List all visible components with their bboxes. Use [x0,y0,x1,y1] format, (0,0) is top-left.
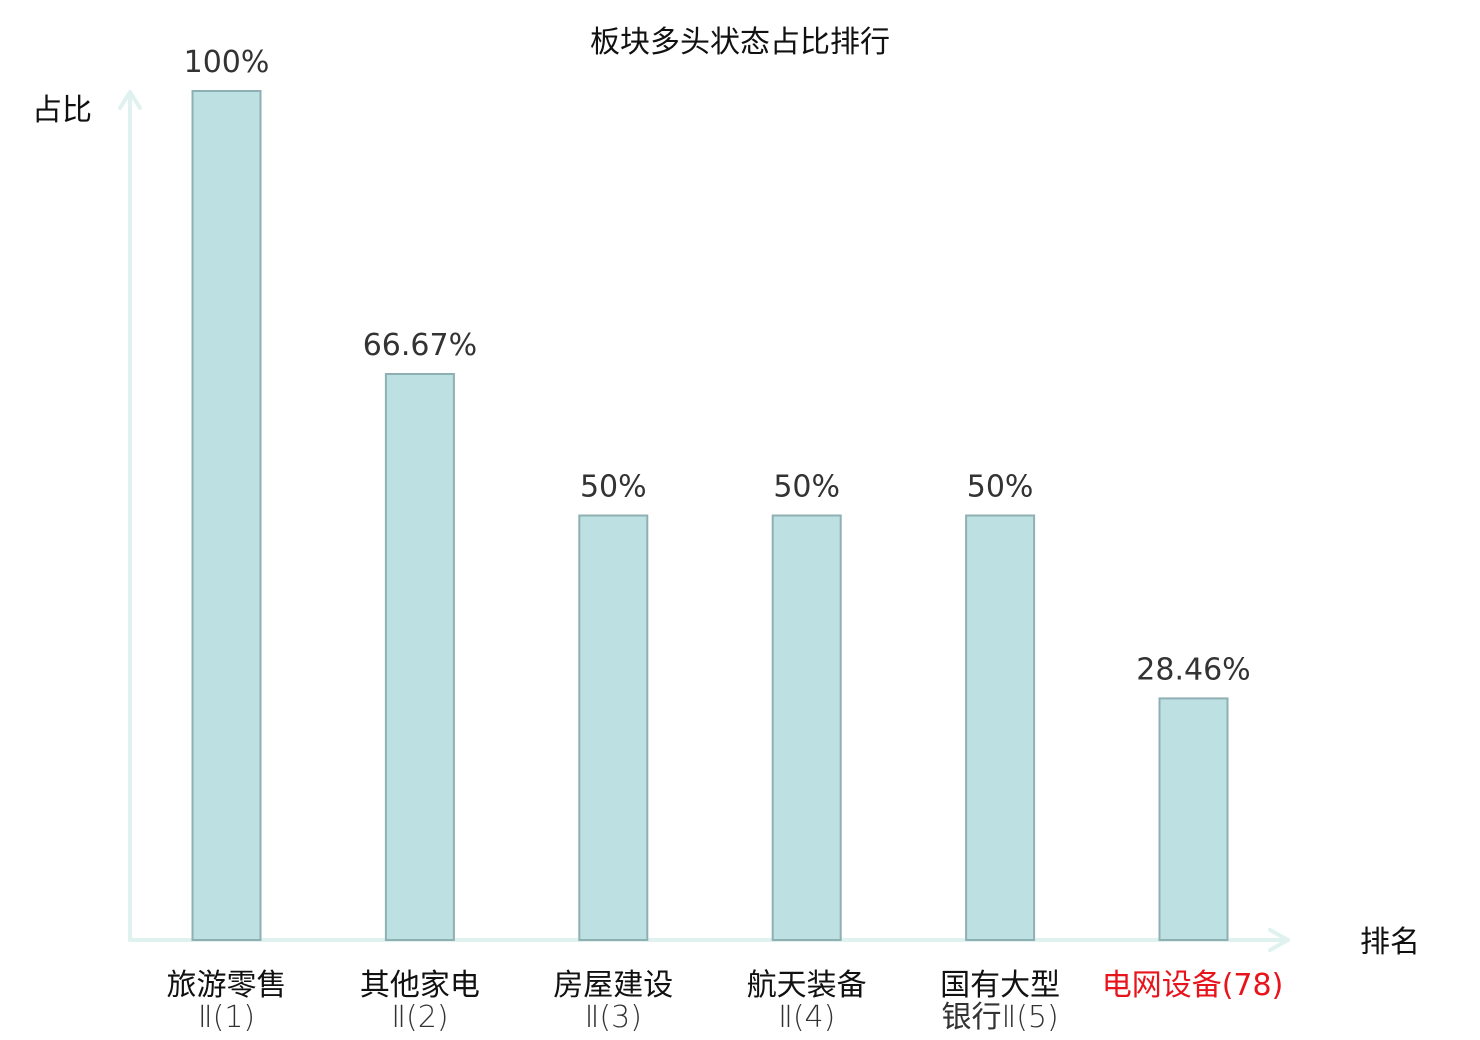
bar-2 [384,373,455,941]
category-label-4-line-1: 航天装备 [747,968,867,1003]
category-label-5-line-1: 国有大型 [940,968,1060,1003]
value-label-4: 50% [773,470,840,505]
value-label-2: 66.67% [363,328,477,363]
y-axis-arrow-icon [118,90,142,110]
value-labels-layer: 100% 66.67% 50% 50% 50% 28.46% [184,45,1251,687]
bars-layer [191,90,1229,942]
chart-title: 板块多头状态占比排行 [590,25,890,60]
y-axis-label: 占比 [32,93,92,128]
bar-3 [578,514,649,941]
value-label-6: 28.46% [1136,652,1250,687]
category-label-3: 房屋建设 Ⅱ(3) [553,968,673,1035]
category-label-3-line-2: Ⅱ(3) [585,1000,642,1035]
value-label-5: 50% [967,470,1034,505]
value-label-1: 100% [184,45,270,80]
category-label-2-line-2: Ⅱ(2) [391,1000,448,1035]
axes [118,90,1290,952]
category-label-1-line-1: 旅游零售 [167,968,287,1003]
category-label-6: 电网设备(78) [1102,968,1284,1003]
category-label-3-line-1: 房屋建设 [553,968,673,1003]
bar-4 [771,514,842,941]
category-label-2-line-1: 其他家电 [360,968,480,1003]
category-label-5: 国有大型银行Ⅱ(5) [940,968,1060,1035]
category-label-1: 旅游零售 Ⅱ(1) [167,968,287,1035]
category-label-2: 其他家电 Ⅱ(2) [360,968,480,1035]
category-label-5-line-2: 银行Ⅱ(5) [941,1000,1058,1035]
category-label-1-line-2: Ⅱ(1) [198,1000,255,1035]
bar-6 [1158,697,1229,942]
category-label-4-line-2: Ⅱ(4) [778,1000,835,1035]
x-axis-label: 排名 [1360,925,1420,960]
bar-1 [191,90,262,941]
x-axis-arrow-icon [1268,928,1290,952]
bar-5 [965,514,1036,941]
category-labels-layer: 旅游零售 Ⅱ(1) 其他家电 Ⅱ(2) 房屋建设 Ⅱ(3) 航天装备 Ⅱ(4) 国有大型银行Ⅱ(… [167,968,1284,1035]
value-label-3: 50% [580,470,647,505]
category-label-4: 航天装备 Ⅱ(4) [747,968,867,1035]
